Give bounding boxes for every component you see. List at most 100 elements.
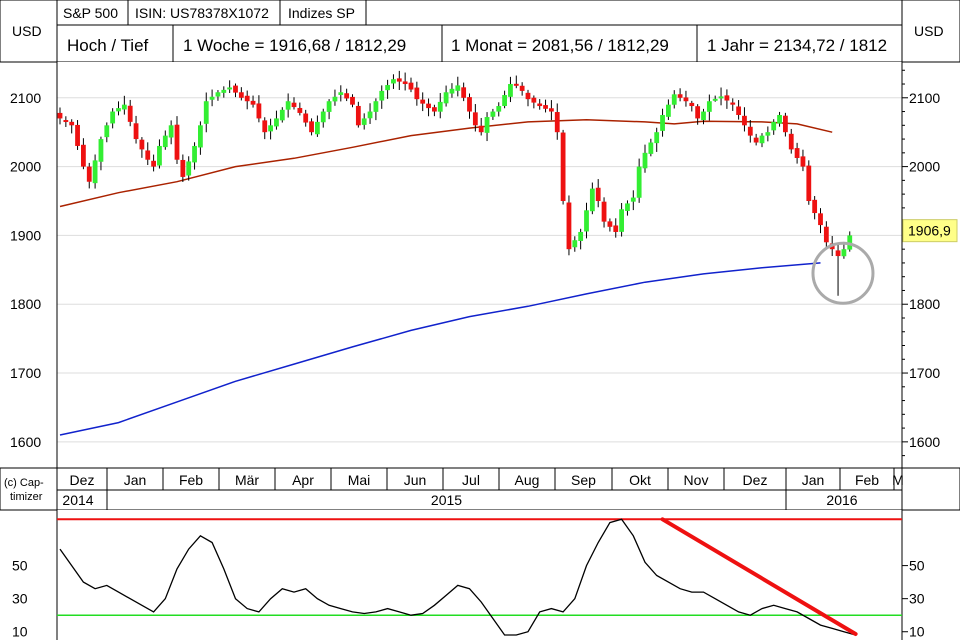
time-axis: (c) Cap- timizer Dez Jan Feb Mär Apr Mai Jun Ju… [0, 467, 960, 511]
candle-body [823, 226, 829, 243]
candle-body [513, 83, 519, 86]
candle-body [508, 84, 513, 97]
candle-body [437, 101, 443, 112]
candle-body [613, 225, 619, 232]
candle-body [57, 112, 63, 119]
candle-body [186, 161, 192, 176]
candle-body [654, 132, 660, 144]
candle-body [133, 123, 139, 140]
candle-body [262, 120, 268, 133]
oscillator-ytick-label-right: 10 [909, 624, 925, 640]
candle-body [367, 111, 373, 119]
candle-body [221, 89, 227, 93]
currency-right-label: USD [914, 23, 944, 39]
candle-body [215, 92, 221, 97]
candle-body [788, 133, 794, 150]
candle-body [630, 197, 636, 202]
candle-body [145, 150, 151, 160]
candle-body [595, 187, 601, 202]
candle-body [63, 120, 69, 123]
candle-body [666, 104, 671, 117]
candle-body [531, 97, 537, 103]
oscillator-panel: 10 10 30 30 50 50 [12, 510, 925, 640]
month-label: Feb [855, 472, 879, 488]
candle-body [361, 118, 367, 125]
candle-body [783, 115, 788, 133]
price-ytick-label-right: 2100 [909, 90, 940, 106]
candle-body [683, 97, 689, 102]
price-ytick-label-right: 1700 [909, 365, 940, 381]
candle-body [151, 160, 156, 167]
candle-body [490, 111, 496, 117]
year-label: 2016 [826, 492, 857, 508]
candle-body [379, 90, 385, 101]
candle-body [408, 82, 414, 90]
candle-body [742, 115, 747, 126]
candle-body [309, 121, 314, 133]
candle-body [730, 102, 736, 105]
range-label: Hoch / Tief [67, 36, 149, 55]
candle-body [478, 125, 484, 133]
candle-body [373, 101, 379, 112]
candle-body [157, 145, 162, 166]
range-week: 1 Woche = 1916,68 / 1812,29 [183, 36, 406, 55]
price-panel: 1600 1700 1800 1900 2000 2100 1600 1700 1800 190… [10, 62, 958, 468]
month-label: Mai [348, 472, 371, 488]
candle-body [537, 103, 543, 107]
candle-body [69, 121, 75, 126]
candle-body [543, 105, 548, 109]
candle-body [706, 101, 712, 112]
candle-body [712, 98, 718, 101]
candle-body [104, 125, 110, 138]
candle-body [350, 96, 355, 105]
isin-tab[interactable]: ISIN: US78378X1072 [135, 5, 269, 21]
candle-body [818, 213, 823, 226]
ma-long-line [59, 262, 821, 436]
candle-body [519, 85, 525, 91]
candle-body [291, 102, 297, 108]
group-tab[interactable]: Indizes SP [288, 5, 355, 21]
candle-body [747, 126, 753, 136]
candle-body [116, 108, 121, 112]
candle-body [303, 113, 309, 123]
candle-body [695, 106, 701, 119]
candle-body [648, 142, 654, 154]
oscillator-ytick-label-right: 30 [909, 591, 925, 607]
candle-body [660, 114, 665, 131]
candle-body [724, 95, 730, 101]
candle-body [777, 114, 782, 124]
candle-body [344, 93, 350, 99]
candle-body [326, 101, 332, 112]
price-ytick-label-left: 2000 [10, 159, 41, 175]
month-label: Mär [235, 472, 259, 488]
month-label: Aug [515, 472, 540, 488]
candle-body [765, 132, 771, 136]
candle-body [759, 135, 765, 144]
oscillator-trend-line [660, 517, 858, 636]
candle-body [566, 202, 572, 250]
candle-body [771, 121, 777, 131]
candle-body [549, 108, 554, 112]
candle-body [800, 156, 806, 167]
candle-body [75, 124, 80, 146]
symbol-tab[interactable]: S&P 500 [63, 5, 118, 21]
candle-body [835, 250, 841, 257]
year-label: 2015 [431, 492, 462, 508]
candle-body [81, 144, 86, 167]
candle-body [396, 78, 402, 82]
oscillator-ytick-label-left: 30 [12, 591, 28, 607]
candle-body [753, 137, 759, 143]
candle-body [192, 145, 197, 163]
candle-body [320, 111, 326, 123]
candle-body [467, 97, 472, 112]
candle-body [268, 125, 273, 132]
month-label: Apr [292, 472, 314, 488]
candle-body [812, 199, 818, 214]
candle-body [168, 125, 174, 138]
candle-body [736, 106, 741, 115]
oscillator-ytick-label-left: 50 [12, 558, 28, 574]
candle-body [315, 121, 320, 135]
price-ytick-label-left: 1900 [10, 227, 41, 243]
candle-body [484, 117, 490, 133]
